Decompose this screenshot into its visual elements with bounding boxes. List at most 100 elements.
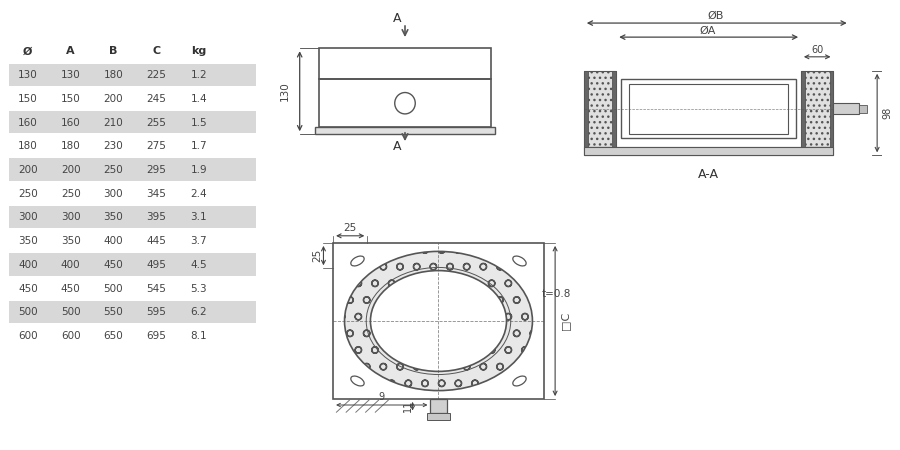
Text: 180: 180 (61, 141, 81, 151)
Text: 450: 450 (61, 284, 81, 294)
Text: 445: 445 (146, 236, 166, 246)
Bar (801, 71, 805, 147)
Text: 500: 500 (104, 284, 123, 294)
Text: kg: kg (191, 46, 206, 56)
Text: 400: 400 (61, 260, 80, 270)
Text: 350: 350 (61, 236, 81, 246)
Text: 450: 450 (104, 260, 123, 270)
Text: 210: 210 (104, 117, 123, 128)
Text: 8.1: 8.1 (191, 331, 207, 341)
Text: 230: 230 (104, 141, 123, 151)
Text: 180: 180 (104, 70, 123, 80)
Text: A-A: A-A (698, 168, 719, 181)
Text: 400: 400 (18, 260, 38, 270)
Bar (584, 147, 833, 155)
Text: 350: 350 (104, 212, 123, 222)
Text: 160: 160 (61, 117, 81, 128)
Text: 600: 600 (18, 331, 38, 341)
Text: 545: 545 (146, 284, 166, 294)
Text: 1.5: 1.5 (191, 117, 207, 128)
Text: 550: 550 (104, 307, 123, 317)
Bar (801, 71, 833, 147)
Text: 60: 60 (811, 45, 824, 54)
Text: 200: 200 (18, 165, 38, 175)
Bar (9, 253, 256, 275)
Text: 150: 150 (61, 94, 81, 104)
Bar (428, 414, 450, 420)
Bar (584, 71, 616, 147)
Text: 495: 495 (146, 260, 166, 270)
Text: 275: 275 (146, 141, 166, 151)
Bar (9, 135, 256, 157)
Text: 345: 345 (146, 189, 166, 199)
Text: 1.2: 1.2 (191, 70, 207, 80)
Text: 650: 650 (104, 331, 123, 341)
Bar (584, 71, 588, 147)
Text: 400: 400 (104, 236, 123, 246)
Bar (629, 84, 788, 134)
Text: 600: 600 (61, 331, 80, 341)
Text: 695: 695 (146, 331, 166, 341)
Bar (9, 230, 256, 252)
Circle shape (345, 252, 533, 391)
Text: 300: 300 (61, 212, 80, 222)
Text: 395: 395 (146, 212, 166, 222)
Text: 180: 180 (18, 141, 38, 151)
Text: 250: 250 (104, 165, 123, 175)
Bar (860, 105, 868, 113)
Text: 130: 130 (61, 70, 81, 80)
Text: 200: 200 (61, 165, 80, 175)
Text: 450: 450 (18, 284, 38, 294)
Text: 200: 200 (104, 94, 123, 104)
Text: 4.5: 4.5 (191, 260, 207, 270)
Bar (333, 243, 544, 399)
Text: 5.3: 5.3 (191, 284, 207, 294)
Bar (9, 301, 256, 323)
Text: 350: 350 (18, 236, 38, 246)
Text: 255: 255 (146, 117, 166, 128)
Text: 250: 250 (61, 189, 81, 199)
Bar (9, 182, 256, 204)
Bar (9, 158, 256, 181)
Text: A: A (67, 46, 75, 56)
Text: 3.7: 3.7 (191, 236, 207, 246)
Text: 2.4: 2.4 (191, 189, 207, 199)
Text: Ø: Ø (23, 46, 32, 56)
Text: 295: 295 (146, 165, 166, 175)
Text: 300: 300 (104, 189, 123, 199)
Text: 6.2: 6.2 (191, 307, 207, 317)
Bar (9, 277, 256, 299)
Text: 11: 11 (403, 400, 413, 412)
Text: ØA: ØA (699, 26, 716, 36)
Bar (319, 79, 491, 127)
Text: 130: 130 (280, 81, 290, 101)
Text: B: B (109, 46, 118, 56)
Bar (830, 71, 833, 147)
Text: 130: 130 (18, 70, 38, 80)
Text: 500: 500 (18, 307, 38, 317)
Bar (9, 63, 256, 86)
Text: 300: 300 (18, 212, 38, 222)
Text: 25: 25 (312, 248, 322, 261)
Bar (621, 79, 796, 139)
Text: 500: 500 (61, 307, 80, 317)
Bar (9, 206, 256, 228)
Text: 250: 250 (18, 189, 38, 199)
Text: 595: 595 (146, 307, 166, 317)
Bar (319, 49, 491, 79)
Bar (584, 147, 833, 155)
Text: 160: 160 (18, 117, 38, 128)
Text: 3.1: 3.1 (191, 212, 207, 222)
Text: 9: 9 (379, 392, 385, 402)
Circle shape (371, 270, 507, 371)
Text: A: A (392, 140, 401, 153)
Bar (315, 127, 495, 134)
Text: 245: 245 (146, 94, 166, 104)
Bar (430, 399, 446, 414)
Text: 1.9: 1.9 (191, 165, 207, 175)
Bar (9, 324, 256, 347)
Bar (833, 103, 860, 114)
Text: A: A (392, 12, 401, 25)
Text: ØB: ØB (707, 11, 724, 21)
Text: 1.7: 1.7 (191, 141, 207, 151)
